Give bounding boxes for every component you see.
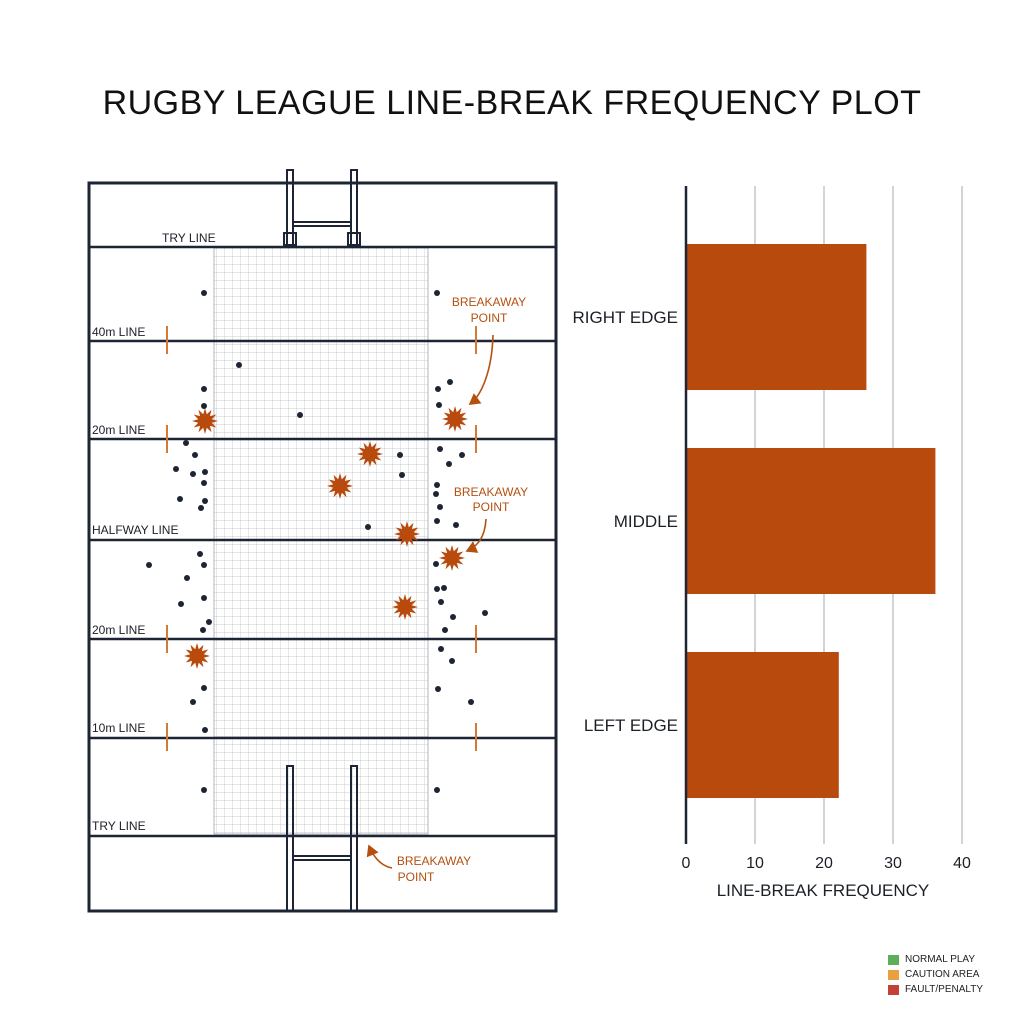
label-try-line-top: TRY LINE [162, 231, 216, 245]
annotation-1-line2: POINT [471, 311, 508, 325]
legend-swatch-caution [888, 969, 899, 980]
category-label: MIDDLE [614, 512, 678, 531]
breakaway-burst-icon [327, 473, 353, 499]
annotation-3-line1: BREAKAWAY [397, 854, 471, 868]
x-tick-label: 30 [884, 855, 902, 872]
annotation-arrow-1 [468, 334, 494, 405]
annotation-2-line2: POINT [473, 500, 510, 514]
legend-label-normal: NORMAL PLAY [905, 954, 976, 965]
goal-post-bottom [286, 765, 358, 912]
chart-title: RUGBY LEAGUE LINE-BREAK FREQUENCY PLOT [102, 84, 922, 122]
label-20m-line-bottom: 20m LINE [92, 623, 145, 637]
x-tick-label: 0 [682, 855, 691, 872]
field-markers [166, 326, 477, 751]
breakaway-burst-icon [394, 521, 420, 547]
bar-middle [687, 448, 936, 594]
x-tick-label: 20 [815, 855, 833, 872]
bar-right-edge [687, 244, 867, 390]
breakaway-burst-icon [184, 643, 210, 669]
category-labels: RIGHT EDGE MIDDLE LEFT EDGE [573, 308, 678, 735]
goal-post-top [283, 169, 361, 248]
category-label: LEFT EDGE [584, 716, 678, 735]
x-tick-label: 40 [953, 855, 971, 872]
legend-item-caution-area: CAUTION AREA [888, 967, 983, 982]
legend-swatch-fault [888, 984, 899, 995]
label-10m-line: 10m LINE [92, 721, 145, 735]
x-axis-label: LINE-BREAK FREQUENCY [717, 881, 930, 900]
legend-item-fault-penalty: FAULT/PENALTY [888, 982, 983, 997]
label-40m-line: 40m LINE [92, 325, 145, 339]
breakaway-burst-icon [442, 406, 468, 432]
breakaway-burst-icon [392, 594, 418, 620]
breakaway-bursts [184, 406, 468, 669]
breakaway-burst-icon [192, 408, 218, 434]
annotation-1-line1: BREAKAWAY [452, 295, 526, 309]
category-label: RIGHT EDGE [573, 308, 678, 327]
annotation-arrow-3 [366, 844, 393, 869]
legend-item-normal-play: NORMAL PLAY [888, 952, 983, 967]
x-tick-labels: 0 10 20 30 40 [682, 855, 971, 872]
label-20m-line-top: 20m LINE [92, 423, 145, 437]
field-boundary [87, 181, 558, 913]
chart-bars [687, 244, 936, 798]
bar-left-edge [687, 652, 839, 798]
annotation-arrow-2 [465, 518, 487, 553]
legend-label-fault: FAULT/PENALTY [905, 984, 983, 995]
player-dots [146, 290, 488, 793]
legend-label-caution: CAUTION AREA [905, 969, 980, 980]
legend: NORMAL PLAY CAUTION AREA FAULT/PENALTY [888, 952, 983, 997]
legend-swatch-normal [888, 954, 899, 965]
annotation-3-line2: POINT [398, 870, 435, 884]
label-try-line-bottom: TRY LINE [92, 819, 146, 833]
breakaway-burst-icon [357, 441, 383, 467]
breakaway-burst-icon [439, 545, 465, 571]
label-halfway-line: HALFWAY LINE [92, 523, 178, 537]
annotation-2-line1: BREAKAWAY [454, 485, 528, 499]
x-tick-label: 10 [746, 855, 764, 872]
